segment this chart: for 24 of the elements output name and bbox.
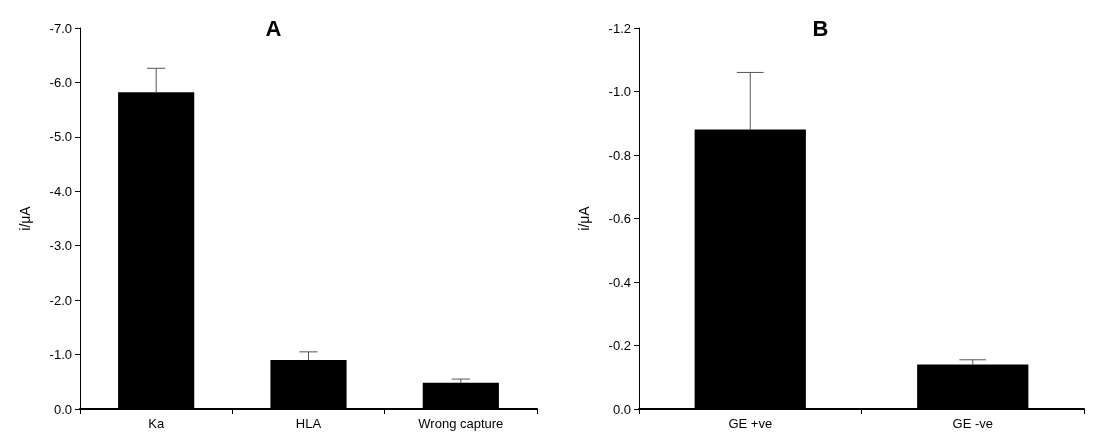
x-tick-label: GE -ve (952, 416, 993, 431)
y-tick-label: -7.0 (49, 20, 72, 36)
y-tick-label: -0.6 (608, 211, 631, 226)
chart-title: B (812, 15, 829, 41)
chart-title: A (265, 15, 282, 41)
x-tick-label: Ka (148, 416, 165, 431)
y-tick-label: -6.0 (49, 74, 72, 90)
x-tick-label: HLA (295, 416, 322, 431)
y-tick-label: -1.0 (608, 84, 631, 99)
x-tick-label: GE +ve (728, 416, 773, 431)
x-tick-label: Wrong capture (418, 416, 504, 431)
y-tick-label: -0.8 (608, 147, 631, 163)
y-tick-label: -0.2 (608, 338, 631, 353)
y-tick-label: -0.4 (608, 274, 631, 290)
y-tick-label: -5.0 (49, 129, 72, 145)
y-tick-label: -4.0 (49, 183, 72, 199)
y-tick-label: 0.0 (53, 401, 72, 417)
y-axis-title: i/μA (17, 205, 33, 231)
y-tick-label: -2.0 (49, 292, 72, 308)
y-tick-label: 0.0 (612, 401, 631, 417)
y-tick-label: -3.0 (49, 238, 72, 254)
y-tick-label: -1.2 (608, 20, 631, 36)
y-axis-title: i/μA (576, 205, 592, 231)
y-tick-label: -1.0 (49, 347, 72, 363)
